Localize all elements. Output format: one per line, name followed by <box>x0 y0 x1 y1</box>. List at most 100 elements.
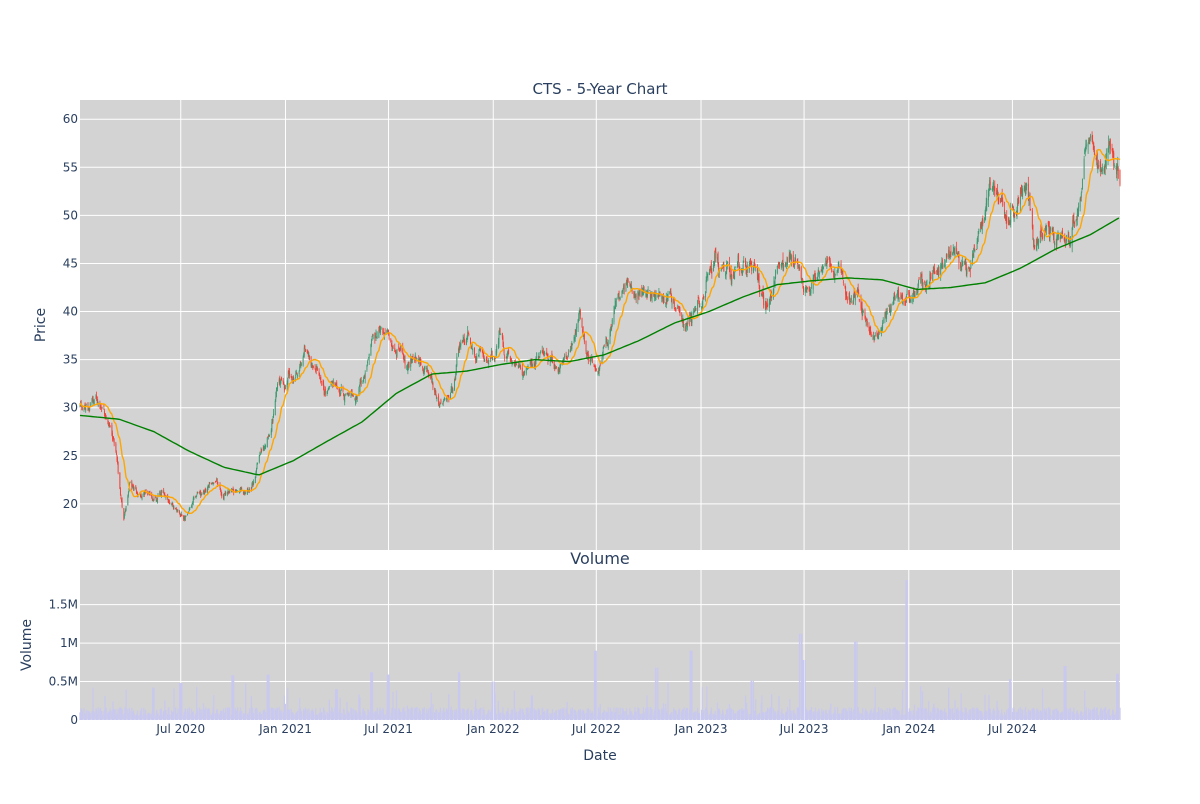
candle-body <box>930 276 932 278</box>
volume-bar <box>104 695 106 720</box>
candle-body <box>277 383 278 389</box>
candle-body <box>316 366 318 369</box>
candle-body <box>674 308 676 310</box>
candle-body <box>93 401 95 403</box>
candle-body <box>737 255 739 263</box>
candle-body <box>598 367 600 374</box>
volume-bar <box>516 711 518 720</box>
candle-body <box>236 489 237 493</box>
candle-body <box>455 364 457 375</box>
candle-body <box>786 260 788 262</box>
candle-body <box>319 377 321 379</box>
candle-body <box>821 270 823 271</box>
volume-bar <box>1089 709 1091 720</box>
volume-bar <box>475 699 477 720</box>
candle-body <box>1043 234 1045 239</box>
candle-body <box>842 281 844 283</box>
candle-body <box>1108 143 1110 146</box>
volume-bar <box>1065 707 1068 720</box>
candle-body <box>809 292 811 294</box>
candle-body <box>117 459 119 464</box>
candle-body <box>88 408 89 410</box>
volume-bar <box>344 714 346 720</box>
candle-body <box>1104 163 1106 167</box>
volume-bar <box>804 660 806 720</box>
candle-body <box>693 309 695 312</box>
candle-body <box>803 286 804 292</box>
volume-bar <box>250 696 252 720</box>
candle-body <box>816 277 818 280</box>
candle-body <box>404 360 406 365</box>
candle-body <box>960 262 962 268</box>
volume-bar <box>761 695 763 720</box>
candle-body <box>1032 224 1034 239</box>
candle-body <box>920 276 922 283</box>
candle-body <box>1050 227 1052 231</box>
candle-body <box>133 486 134 490</box>
candle-body <box>877 335 878 338</box>
candle-body <box>834 274 836 276</box>
candle-body <box>340 389 342 391</box>
candle-body <box>1096 155 1098 160</box>
candle-body <box>386 330 388 332</box>
candle-body <box>458 349 459 357</box>
volume-bar <box>233 675 235 720</box>
candle-body <box>246 489 248 495</box>
candle-body <box>438 403 440 406</box>
volume-bar <box>339 697 341 720</box>
candle-body <box>1002 200 1004 206</box>
volume-bar <box>1105 707 1107 720</box>
candle-body <box>207 487 208 493</box>
candle-body <box>932 270 934 272</box>
candle-body <box>192 498 194 503</box>
volume-bar <box>972 707 974 720</box>
candle-body <box>517 364 519 367</box>
candle-body <box>563 355 565 358</box>
candle-body <box>933 267 935 273</box>
candle-body <box>714 250 716 253</box>
candle-body <box>462 339 464 342</box>
candle-body <box>801 277 803 280</box>
candle-body <box>295 374 297 377</box>
volume-bar <box>173 688 175 720</box>
candle-body <box>493 358 495 361</box>
volume-bar <box>563 715 566 720</box>
candle-body <box>1085 144 1087 146</box>
candle-body <box>129 481 131 484</box>
volume-bar <box>513 690 515 720</box>
candle-body <box>610 330 611 333</box>
candle-body <box>1076 213 1078 220</box>
candle-body <box>998 196 1000 203</box>
candle-body <box>924 281 926 283</box>
candle-body <box>394 350 396 353</box>
volume-bar <box>512 710 514 720</box>
date-x-tick-label: Jul 2020 <box>155 722 205 736</box>
candle-body <box>921 273 923 280</box>
candle-body <box>303 353 305 356</box>
candle-body <box>933 270 935 272</box>
candle-body <box>1103 168 1105 172</box>
candle-body <box>984 218 985 220</box>
candle-body <box>663 301 665 303</box>
candle-body <box>622 288 624 292</box>
candle-body <box>367 361 368 364</box>
candle-body <box>300 365 302 367</box>
volume-bar <box>683 707 685 720</box>
candle-body <box>434 387 436 393</box>
volume-bar <box>1073 707 1075 720</box>
candle-body <box>602 350 604 358</box>
candle-body <box>1108 145 1110 150</box>
volume-bar <box>315 708 317 720</box>
candle-body <box>826 258 828 267</box>
candle-body <box>1117 169 1119 171</box>
candle-body <box>725 274 726 276</box>
candle-body <box>587 354 589 361</box>
volume-y-tick-label: 1M <box>60 636 78 650</box>
candle-body <box>386 330 388 334</box>
candle-body <box>105 414 107 419</box>
candle-body <box>125 505 127 511</box>
candle-body <box>1076 219 1078 221</box>
volume-bar <box>830 715 832 720</box>
candle-body <box>1100 167 1102 171</box>
candle-body <box>506 353 508 360</box>
